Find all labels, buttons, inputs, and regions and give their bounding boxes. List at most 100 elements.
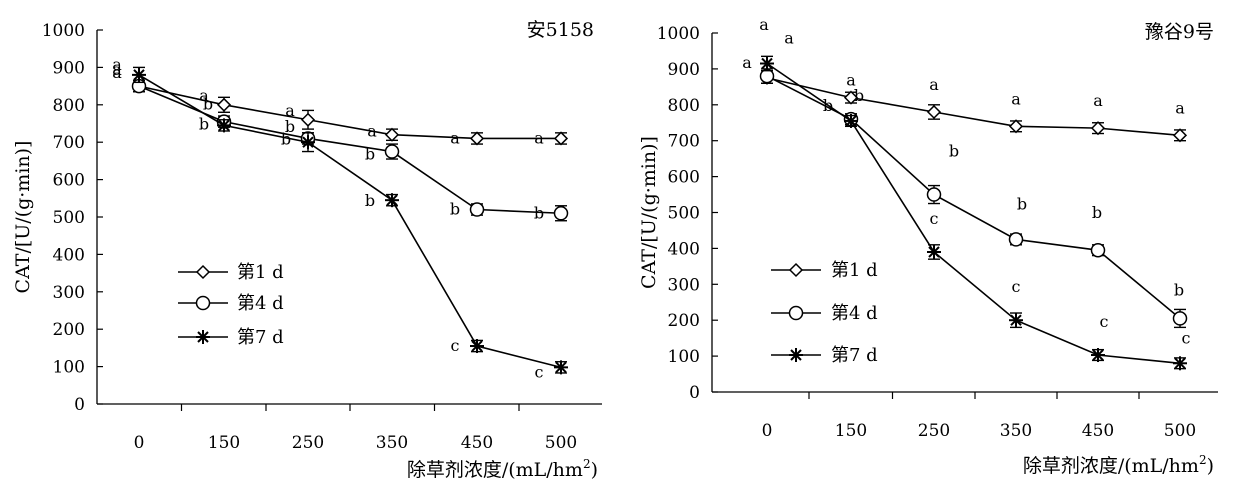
significance-label: a [846, 71, 856, 90]
significance-label: b [365, 191, 375, 210]
significance-label: b [450, 200, 460, 219]
legend-label: 第1 d [237, 262, 284, 283]
legend-marker [788, 262, 804, 278]
y-tick-label: 400 [53, 245, 85, 265]
x-axis-title-tail: ) [1207, 455, 1214, 477]
x-tick-label: 0 [762, 421, 773, 441]
x-axis-title-superscript: 2 [1199, 453, 1207, 467]
significance-label: a [1011, 89, 1021, 108]
significance-label: a [534, 128, 544, 147]
marker-stroke [555, 361, 567, 374]
x-tick-label: 250 [918, 421, 950, 441]
x-tick-label: 450 [1082, 421, 1114, 441]
data-point [553, 131, 569, 146]
y-tick-label: 100 [53, 358, 85, 378]
y-tick-label: 400 [668, 239, 700, 259]
significance-label: a [759, 15, 769, 34]
significance-label: b [365, 145, 375, 164]
x-tick-label: 0 [134, 433, 145, 453]
significance-label: a [929, 75, 939, 94]
significance-label: c [451, 336, 460, 355]
y-tick-label: 200 [668, 311, 700, 331]
significance-label: b [203, 94, 213, 113]
data-point [469, 202, 485, 217]
x-axis-title-superscript: 2 [583, 457, 591, 471]
significance-label: b [285, 117, 295, 136]
y-tick-label: 300 [53, 283, 85, 303]
x-tick-label: 250 [292, 433, 324, 453]
significance-label: a [784, 29, 794, 48]
significance-label: b [199, 115, 209, 134]
legend-item-2: 第4 d [771, 303, 878, 324]
data-point [132, 67, 146, 82]
data-point [1173, 356, 1187, 371]
y-tick-label: 1000 [42, 21, 85, 41]
data-point [843, 90, 859, 105]
series-line [138, 74, 562, 369]
data-point [1090, 242, 1106, 258]
significance-label: a [1175, 98, 1185, 117]
series-line [138, 85, 561, 140]
y-tick-label: 0 [74, 395, 85, 415]
significance-label: a [1093, 91, 1103, 110]
data-point [554, 360, 568, 375]
data-point [1009, 313, 1023, 328]
y-tick-label: 500 [53, 208, 85, 228]
marker-stroke [761, 57, 773, 70]
y-axis-title: CAT/[U/(g·min)] [638, 136, 660, 289]
legend: 第1 d 第4 d 第7 d [178, 262, 284, 348]
marker-stroke [1010, 314, 1022, 326]
x-axis-title-tail: ) [591, 459, 598, 481]
significance-label: b [1092, 203, 1102, 222]
y-tick-label: 0 [689, 383, 700, 403]
y-tick-label: 200 [53, 320, 85, 340]
significance-label: a [112, 60, 122, 79]
marker-stroke [471, 340, 483, 352]
legend-marker [195, 295, 211, 311]
y-tick-label: 100 [668, 347, 700, 367]
y-tick-label: 700 [53, 133, 85, 153]
x-axis-title-main: 除草剂浓度/(mL/hm [407, 459, 583, 481]
significance-label: c [1100, 312, 1109, 331]
data-point [1008, 119, 1024, 134]
legend-item-2: 第4 d [178, 293, 284, 314]
data-point [217, 118, 231, 133]
data-point [844, 113, 858, 128]
significance-label: a [199, 86, 209, 105]
marker-stroke [386, 194, 398, 206]
y-tick-label: 300 [668, 275, 700, 295]
y-tick-label: 800 [668, 96, 700, 116]
data-point [1090, 121, 1106, 136]
significance-label: c [535, 362, 544, 381]
legend-label: 第4 d [831, 303, 878, 324]
data-point [384, 144, 400, 159]
y-tick-label: 600 [668, 168, 700, 188]
significance-label: b [281, 129, 291, 148]
legend-marker [196, 330, 210, 344]
legend-label: 第4 d [237, 293, 284, 314]
legend-item-1: 第1 d [178, 262, 284, 283]
y-tick-label: 700 [668, 132, 700, 152]
significance-label: c [1012, 277, 1021, 296]
marker-stroke [1092, 349, 1104, 361]
significance-label: a [742, 53, 752, 72]
x-axis-title-main: 除草剂浓度/(mL/hm [1023, 455, 1199, 477]
legend-item-3: 第7 d [178, 327, 284, 348]
x-tick-label: 500 [545, 433, 577, 453]
marker-stroke [845, 115, 857, 127]
legend-item-1: 第1 d [771, 260, 878, 281]
series-line [766, 77, 1181, 137]
significance-label: a [285, 101, 295, 120]
significance-label: c [1182, 328, 1191, 347]
series-line [138, 85, 562, 215]
y-tick-label: 900 [668, 60, 700, 80]
data-point [1091, 348, 1105, 363]
series-line [766, 62, 1181, 365]
data-point [385, 193, 399, 208]
significance-label: b [854, 86, 864, 105]
y-tick-label: 600 [53, 171, 85, 191]
legend-label: 第7 d [831, 345, 878, 366]
data-point [760, 56, 774, 71]
